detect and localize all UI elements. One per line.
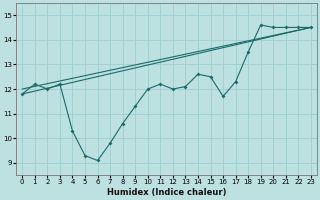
X-axis label: Humidex (Indice chaleur): Humidex (Indice chaleur)	[107, 188, 226, 197]
